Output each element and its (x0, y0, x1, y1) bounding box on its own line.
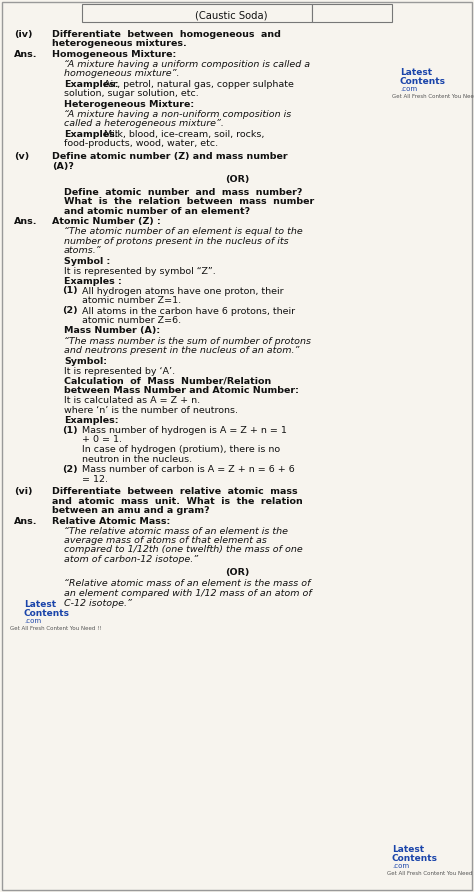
Text: average mass of atoms of that element as: average mass of atoms of that element as (64, 536, 267, 545)
Text: compared to 1/12th (one twelfth) the mass of one: compared to 1/12th (one twelfth) the mas… (64, 546, 303, 555)
Text: Differentiate  between  homogeneous  and: Differentiate between homogeneous and (52, 30, 281, 39)
Text: homogeneous mixture”.: homogeneous mixture”. (64, 70, 180, 78)
Text: Latest: Latest (400, 68, 432, 77)
Text: Calculation  of  Mass  Number/Relation: Calculation of Mass Number/Relation (64, 376, 271, 385)
Text: food-products, wood, water, etc.: food-products, wood, water, etc. (64, 139, 218, 148)
Text: (v): (v) (14, 152, 29, 161)
Text: Examples:: Examples: (64, 80, 118, 89)
Text: (2): (2) (62, 307, 78, 316)
Text: “The relative atomic mass of an element is the: “The relative atomic mass of an element … (64, 526, 288, 535)
Text: .com: .com (392, 863, 409, 869)
Text: .com: .com (24, 618, 41, 624)
Text: Air, petrol, natural gas, copper sulphate: Air, petrol, natural gas, copper sulphat… (100, 80, 293, 89)
Text: (2): (2) (62, 465, 78, 474)
Text: Examples :: Examples : (64, 277, 122, 285)
Text: “The atomic number of an element is equal to the: “The atomic number of an element is equa… (64, 227, 303, 236)
Text: “Relative atomic mass of an element is the mass of: “Relative atomic mass of an element is t… (64, 580, 310, 589)
Text: Ans.: Ans. (14, 217, 37, 226)
Text: Milk, blood, ice-cream, soil, rocks,: Milk, blood, ice-cream, soil, rocks, (100, 130, 264, 139)
Text: Define atomic number (Z) and mass number: Define atomic number (Z) and mass number (52, 152, 288, 161)
Text: (OR): (OR) (225, 567, 249, 576)
Text: (OR): (OR) (225, 175, 249, 184)
Text: called a heterogeneous mixture”.: called a heterogeneous mixture”. (64, 120, 224, 128)
Text: Symbol :: Symbol : (64, 257, 110, 266)
Text: What  is  the  relation  between  mass  number: What is the relation between mass number (64, 197, 314, 207)
Text: Contents: Contents (24, 609, 70, 618)
Text: It is calculated as A = Z + n.: It is calculated as A = Z + n. (64, 396, 200, 405)
Text: atomic number Z=6.: atomic number Z=6. (82, 316, 181, 325)
Text: Ans.: Ans. (14, 50, 37, 59)
Text: Mass number of carbon is A = Z + n = 6 + 6: Mass number of carbon is A = Z + n = 6 +… (82, 465, 295, 474)
Text: (1): (1) (62, 426, 78, 435)
Text: It is represented by ‘A’.: It is represented by ‘A’. (64, 367, 175, 376)
Text: (A)?: (A)? (52, 161, 74, 170)
Text: atom of carbon-12 isotope.”: atom of carbon-12 isotope.” (64, 555, 198, 564)
Text: Get All Fresh Content You Need !!: Get All Fresh Content You Need !! (392, 94, 474, 99)
Text: Get All Fresh Content You Need !!: Get All Fresh Content You Need !! (10, 626, 101, 631)
Text: It is represented by symbol “Z”.: It is represented by symbol “Z”. (64, 267, 216, 276)
Text: “A mixture having a uniform composition is called a: “A mixture having a uniform composition … (64, 60, 310, 69)
Text: where ‘n’ is the number of neutrons.: where ‘n’ is the number of neutrons. (64, 406, 238, 415)
Text: “A mixture having a non-uniform composition is: “A mixture having a non-uniform composit… (64, 110, 291, 119)
Text: All hydrogen atoms have one proton, their: All hydrogen atoms have one proton, thei… (82, 286, 283, 295)
Text: number of protons present in the nucleus of its: number of protons present in the nucleus… (64, 236, 289, 245)
Text: Relative Atomic Mass:: Relative Atomic Mass: (52, 516, 170, 525)
Bar (312, 4, 392, 22)
Text: Latest: Latest (392, 845, 424, 854)
Text: between Mass Number and Atomic Number:: between Mass Number and Atomic Number: (64, 386, 299, 395)
Text: heterogeneous mixtures.: heterogeneous mixtures. (52, 39, 187, 48)
Text: neutron in the nucleus.: neutron in the nucleus. (82, 455, 192, 464)
Text: Examples:: Examples: (64, 416, 118, 425)
Text: Define  atomic  number  and  mass  number?: Define atomic number and mass number? (64, 188, 302, 197)
Text: Ans.: Ans. (14, 516, 37, 525)
Text: Heterogeneous Mixture:: Heterogeneous Mixture: (64, 100, 194, 109)
Text: Latest: Latest (24, 600, 56, 609)
Text: atomic number Z=1.: atomic number Z=1. (82, 296, 181, 305)
Text: solution, sugar solution, etc.: solution, sugar solution, etc. (64, 89, 199, 98)
Text: .com: .com (400, 86, 417, 92)
Text: All atoms in the carbon have 6 protons, their: All atoms in the carbon have 6 protons, … (82, 307, 295, 316)
Text: C-12 isotope.”: C-12 isotope.” (64, 599, 132, 607)
Text: and  atomic  mass  unit.  What  is  the  relation: and atomic mass unit. What is the relati… (52, 497, 303, 506)
Text: (iv): (iv) (14, 30, 33, 39)
Text: Symbol:: Symbol: (64, 357, 107, 366)
Text: Get All Fresh Content You Need !!: Get All Fresh Content You Need !! (387, 871, 474, 876)
Text: and atomic number of an element?: and atomic number of an element? (64, 207, 250, 216)
Text: Examples:: Examples: (64, 130, 118, 139)
Bar (82, 4, 312, 22)
Text: Contents: Contents (392, 854, 438, 863)
Text: Differentiate  between  relative  atomic  mass: Differentiate between relative atomic ma… (52, 487, 298, 496)
Text: atoms.”: atoms.” (64, 246, 101, 255)
Text: = 12.: = 12. (82, 475, 108, 483)
Text: Homogeneous Mixture:: Homogeneous Mixture: (52, 50, 176, 59)
Text: Atomic Number (Z) :: Atomic Number (Z) : (52, 217, 161, 226)
Text: (1): (1) (62, 286, 78, 295)
Text: In case of hydrogen (protium), there is no: In case of hydrogen (protium), there is … (82, 445, 280, 454)
Text: and neutrons present in the nucleus of an atom.”: and neutrons present in the nucleus of a… (64, 346, 300, 355)
Text: an element compared with 1/12 mass of an atom of: an element compared with 1/12 mass of an… (64, 589, 312, 598)
Text: (vi): (vi) (14, 487, 33, 496)
Text: Contents: Contents (400, 77, 446, 86)
Text: Mass number of hydrogen is A = Z + n = 1: Mass number of hydrogen is A = Z + n = 1 (82, 426, 287, 435)
Text: Mass Number (A):: Mass Number (A): (64, 326, 160, 335)
Text: between an amu and a gram?: between an amu and a gram? (52, 506, 210, 515)
Text: (Caustic Soda): (Caustic Soda) (195, 10, 267, 20)
Text: + 0 = 1.: + 0 = 1. (82, 435, 122, 444)
Text: “The mass number is the sum of number of protons: “The mass number is the sum of number of… (64, 336, 311, 345)
